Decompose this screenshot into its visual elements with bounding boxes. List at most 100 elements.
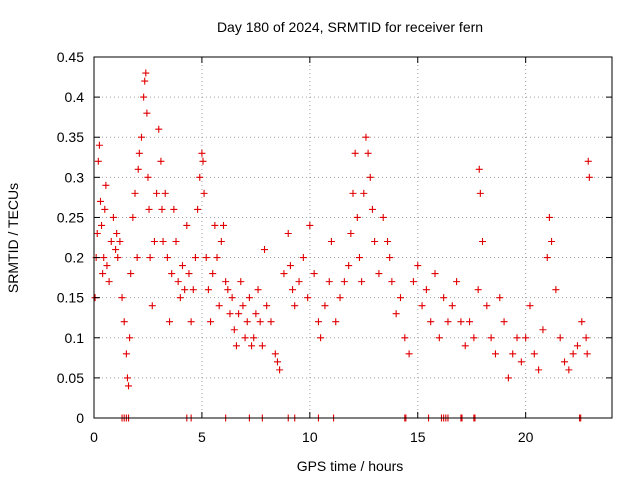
data-point — [418, 302, 426, 310]
data-point — [183, 221, 191, 229]
data-point — [405, 350, 413, 358]
data-point — [474, 286, 482, 294]
data-point — [232, 342, 240, 350]
data-point — [569, 350, 577, 358]
data-point — [202, 254, 210, 262]
x-tick-label: 5 — [198, 429, 206, 445]
data-point — [134, 165, 142, 173]
data-point — [535, 366, 543, 374]
data-point — [461, 342, 469, 350]
data-point — [140, 93, 148, 101]
data-point — [358, 278, 366, 286]
data-point — [513, 334, 521, 342]
data-point — [163, 254, 171, 262]
data-point — [556, 334, 564, 342]
data-point — [258, 342, 266, 350]
data-point — [189, 286, 197, 294]
data-point — [181, 286, 189, 294]
data-point — [509, 350, 517, 358]
data-point — [211, 221, 219, 229]
data-point — [392, 310, 400, 318]
data-point — [159, 238, 167, 246]
data-point — [457, 318, 465, 326]
data-point — [135, 149, 143, 157]
data-point — [224, 286, 232, 294]
data-point — [228, 294, 236, 302]
data-point — [435, 334, 443, 342]
data-point — [310, 270, 318, 278]
data-point — [487, 334, 495, 342]
data-point — [127, 270, 135, 278]
data-point — [178, 262, 186, 270]
data-point — [336, 294, 344, 302]
data-point — [153, 189, 161, 197]
data-point — [150, 238, 158, 246]
data-point — [107, 238, 115, 246]
y-tick-label: 0.35 — [57, 129, 84, 145]
data-point — [146, 254, 154, 262]
data-point — [174, 278, 182, 286]
data-point — [155, 125, 163, 133]
data-point — [215, 302, 223, 310]
data-point — [143, 109, 151, 117]
data-point — [530, 350, 538, 358]
data-point — [93, 229, 101, 237]
data-point — [379, 213, 387, 221]
data-point — [453, 278, 461, 286]
data-point — [98, 221, 106, 229]
data-point — [289, 286, 297, 294]
data-point — [475, 165, 483, 173]
data-point — [113, 229, 121, 237]
data-point — [101, 205, 109, 213]
data-point — [170, 205, 178, 213]
data-point — [401, 334, 409, 342]
data-point — [245, 294, 253, 302]
data-point — [291, 302, 299, 310]
data-point — [241, 334, 249, 342]
data-point — [187, 318, 195, 326]
x-axis-label: GPS time / hours — [297, 458, 404, 474]
data-point — [585, 173, 593, 181]
y-tick-label: 0.3 — [65, 169, 85, 185]
data-point — [327, 238, 335, 246]
data-point — [299, 254, 307, 262]
data-point — [368, 205, 376, 213]
data-point — [466, 318, 474, 326]
data-point — [340, 278, 348, 286]
data-point — [168, 270, 176, 278]
data-point — [561, 358, 569, 366]
data-point — [332, 318, 340, 326]
data-point — [476, 189, 484, 197]
data-point — [235, 310, 243, 318]
data-point — [522, 334, 530, 342]
data-point — [109, 213, 117, 221]
data-point — [252, 310, 260, 318]
data-point — [386, 254, 394, 262]
data-point — [148, 302, 156, 310]
data-point — [99, 270, 107, 278]
data-point — [158, 205, 166, 213]
data-point — [239, 302, 247, 310]
data-point — [95, 141, 103, 149]
data-point — [133, 254, 141, 262]
data-point — [213, 254, 221, 262]
data-point — [100, 254, 108, 262]
data-point — [539, 326, 547, 334]
data-point — [409, 278, 417, 286]
data-point — [355, 254, 363, 262]
y-tick-label: 0.25 — [57, 209, 84, 225]
data-point — [116, 238, 124, 246]
data-point — [161, 189, 169, 197]
data-point — [254, 286, 262, 294]
data-point — [123, 374, 131, 382]
data-point — [273, 358, 281, 366]
data-point — [414, 262, 422, 270]
data-point — [384, 238, 392, 246]
data-point — [448, 302, 456, 310]
data-point — [172, 238, 180, 246]
data-point — [526, 302, 534, 310]
data-point — [364, 149, 372, 157]
data-point — [286, 262, 294, 270]
data-point — [295, 278, 303, 286]
